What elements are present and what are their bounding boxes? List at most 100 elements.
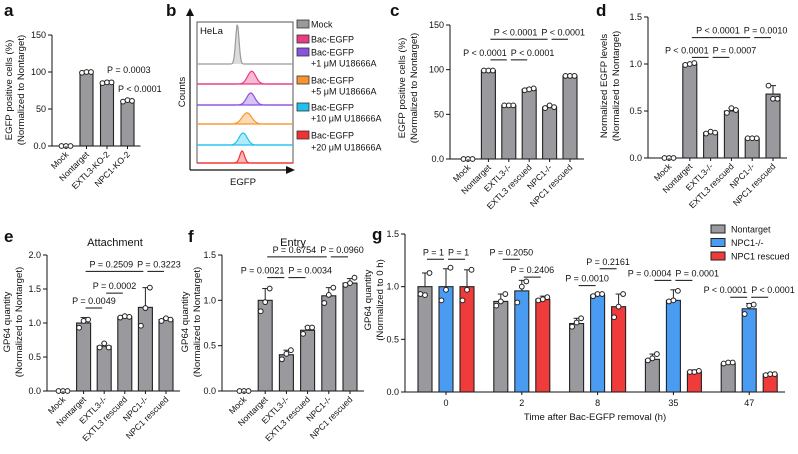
data-point <box>675 287 681 294</box>
data-point <box>262 299 269 306</box>
panel-letter-e: e <box>4 227 13 246</box>
data-point <box>514 299 521 306</box>
sample-label: HeLa <box>200 26 224 37</box>
panel-letter-f: f <box>188 227 194 246</box>
y-tick-label: 0.0 <box>386 387 399 397</box>
data-point <box>686 61 693 67</box>
data-point <box>670 155 677 161</box>
data-point <box>76 324 82 331</box>
legend-swatch <box>296 102 310 112</box>
p-value-label: P = 0.2406 <box>510 265 554 275</box>
data-point <box>138 322 144 329</box>
histogram-fill <box>197 133 293 145</box>
data-point <box>438 297 445 304</box>
arrow-up-icon <box>186 8 194 16</box>
legend-swatch <box>710 238 726 247</box>
bar <box>744 137 760 159</box>
chart-g: 0.0 0.5 1.0 1.5 GP64 quantity (Normalized to … <box>363 224 795 423</box>
y-tick-label: 50 <box>434 109 444 119</box>
data-point <box>542 105 548 111</box>
bar <box>765 93 781 159</box>
data-point <box>765 82 772 89</box>
y-tick-label: 1.5 <box>203 250 216 260</box>
bar <box>79 71 94 147</box>
data-point <box>330 284 337 291</box>
legend-label: Bac-EGFP <box>311 76 354 86</box>
y-axis-label: EGFP positive cells (%) <box>4 40 15 141</box>
data-point <box>729 359 736 366</box>
y-tick-label: 2.0 <box>28 250 41 260</box>
y-axis-label: (Normalized to Nontarget) <box>16 35 27 145</box>
bar <box>542 106 558 160</box>
y-tick-label: 1.0 <box>203 295 216 305</box>
y-tick-label: 1.0 <box>28 318 41 328</box>
p-value-label: P = 0.3223 <box>137 259 181 269</box>
legend-swatch <box>296 75 310 85</box>
data-point <box>325 291 332 298</box>
y-tick-label: 0.0 <box>28 386 41 396</box>
bar <box>342 282 358 392</box>
data-point <box>670 297 677 304</box>
y-tick-label: 0.5 <box>386 334 399 344</box>
data-point <box>707 128 714 135</box>
y-tick-label: 150 <box>31 30 46 40</box>
panel-letter-c: c <box>390 1 399 20</box>
bar <box>96 345 112 392</box>
data-point <box>101 340 108 347</box>
data-point <box>142 305 149 311</box>
bar <box>99 81 115 147</box>
p-value-label: P = 0.0034 <box>288 266 332 276</box>
data-point <box>712 129 718 136</box>
data-point <box>426 270 433 276</box>
data-point <box>493 302 500 309</box>
p-value-label: P = 0.0001 <box>675 268 719 278</box>
y-tick-label: 100 <box>31 67 46 77</box>
p-value-label: P = 0.2161 <box>586 257 630 267</box>
data-point <box>147 284 153 291</box>
legend-label: Bac-EGFP <box>311 35 354 45</box>
p-value-label: P = 0.2050 <box>489 247 533 257</box>
panel-letter-d: d <box>596 1 606 20</box>
legend-swatch <box>296 47 310 57</box>
histogram-fill <box>197 112 293 124</box>
y-tick-label: 0.5 <box>28 352 41 362</box>
data-point <box>750 301 757 308</box>
data-point <box>167 316 174 323</box>
data-point <box>521 87 528 94</box>
y-tick-label: 1.5 <box>629 12 642 22</box>
data-point <box>321 300 328 306</box>
data-point <box>523 278 530 285</box>
data-point <box>464 286 470 293</box>
histogram-line <box>197 24 293 65</box>
legend-label: NPC1-/- <box>731 238 764 248</box>
y-axis-label: Normalized EGFP levels <box>599 34 610 139</box>
chart-a: 0.0 50 100 150 EGFP positive cells (%) (Norma… <box>4 30 162 191</box>
panel-letter-b: b <box>166 1 176 20</box>
y-tick-label: 0.0 <box>203 386 216 396</box>
legend-sublabel: +5 μM U18666A <box>311 87 376 97</box>
data-point <box>510 102 517 109</box>
bar <box>300 329 316 392</box>
p-value-label: P = 1 <box>448 247 469 257</box>
data-point <box>468 266 475 273</box>
data-point <box>654 351 660 357</box>
data-point <box>279 356 285 363</box>
data-point <box>67 143 74 149</box>
data-point <box>691 60 698 66</box>
y-axis-label: (Normalized to Nontarget) <box>409 33 420 143</box>
p-value-label: P = 0.0004 <box>628 268 672 278</box>
data-point <box>733 107 739 113</box>
data-point <box>526 86 533 93</box>
legend-sublabel: +20 μM U18666A <box>311 143 381 153</box>
bar <box>562 75 578 160</box>
y-tick-label: 0.0 <box>33 141 46 151</box>
p-value-label: P < 0.0001 <box>704 285 748 295</box>
histogram-fill <box>197 71 293 84</box>
x-axis-label: EGFP <box>230 177 256 188</box>
data-point <box>645 357 651 364</box>
legend-sublabel: +1 μM U18666A <box>311 59 376 69</box>
legend-label: Bac-EGFP <box>311 103 354 113</box>
bar <box>741 308 757 393</box>
bar <box>665 299 681 393</box>
